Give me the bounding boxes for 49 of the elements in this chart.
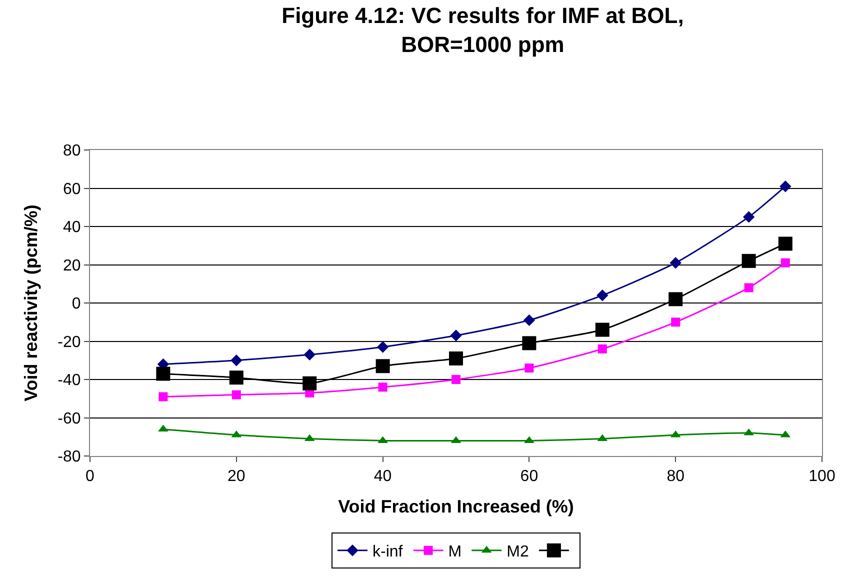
point <box>376 359 390 374</box>
point <box>744 283 754 292</box>
point <box>780 180 792 192</box>
point <box>302 376 317 390</box>
x-axis-title: Void Fraction Increased (%) <box>338 496 574 516</box>
y-tick-label: 80 <box>63 142 81 160</box>
y-tick-label: 0 <box>72 296 81 313</box>
point <box>378 382 388 392</box>
y-tick-label: -40 <box>58 372 81 390</box>
point <box>376 341 389 353</box>
point <box>742 254 756 268</box>
point <box>523 314 536 326</box>
point <box>668 292 683 306</box>
point <box>522 336 536 350</box>
point <box>449 351 463 366</box>
point <box>778 236 792 251</box>
y-tick-label: 40 <box>63 219 81 236</box>
x-tick-label: 0 <box>86 468 95 486</box>
point <box>452 375 460 384</box>
point <box>742 211 755 223</box>
x-tick-label: 80 <box>666 468 685 486</box>
chart-title: Figure 4.12: VC results for IMF at BOL, BOR=1000 ppm <box>282 3 684 57</box>
point <box>158 392 168 402</box>
point <box>230 354 242 366</box>
legend-label: M <box>448 544 462 561</box>
x-tick-label: 100 <box>808 468 836 486</box>
point <box>598 344 607 354</box>
x-tick-label: 40 <box>374 468 392 486</box>
point <box>156 366 170 381</box>
point <box>524 364 534 373</box>
point <box>450 330 462 342</box>
x-tick-label: 60 <box>520 468 538 486</box>
point <box>670 256 682 269</box>
point <box>304 348 316 360</box>
point <box>780 258 790 268</box>
legend-label: M2 <box>506 544 529 561</box>
x-tick-label: 20 <box>228 468 246 486</box>
y-tick-label: -60 <box>58 410 81 428</box>
legend-label: k-inf <box>372 544 404 561</box>
point <box>232 390 241 400</box>
y-tick-label: 20 <box>63 257 81 274</box>
point <box>596 290 608 302</box>
point <box>595 322 610 337</box>
y-tick-label: -20 <box>58 334 81 351</box>
y-axis-title: Void reactivity (pcm/%) <box>20 204 41 402</box>
y-tick-label: 60 <box>63 180 81 198</box>
point <box>229 370 244 385</box>
point <box>671 318 680 327</box>
y-tick-label: -80 <box>58 448 81 466</box>
